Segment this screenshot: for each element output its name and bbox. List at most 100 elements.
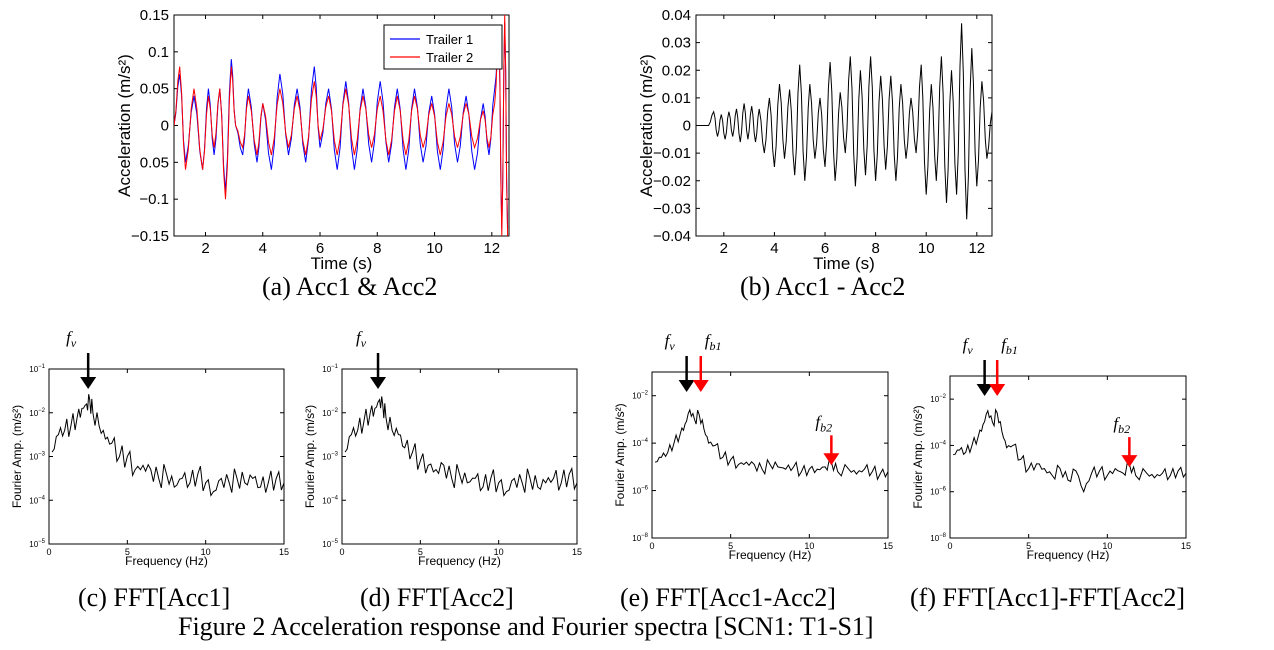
annotation-label: fb1: [1001, 335, 1018, 357]
x-tick-label: 0: [339, 547, 344, 557]
y-tick-base: 10: [632, 439, 641, 448]
y-tick-label: 10−2: [930, 394, 946, 404]
y-tick-label: −0.1: [139, 191, 169, 208]
series-group: [654, 408, 888, 481]
x-axis-label: Time (s): [311, 254, 373, 273]
y-tick-label: 10−3: [322, 452, 338, 462]
series-line: [952, 408, 1186, 494]
annotation-arrow-head: [370, 377, 387, 389]
y-tick-base: 10: [930, 534, 939, 543]
x-tick-label: 10: [201, 547, 211, 557]
y-tick-exponent: −4: [38, 495, 46, 501]
annotation-label: fb1: [705, 331, 722, 353]
y-tick-label: 0: [683, 118, 691, 135]
y-tick-label: −0.03: [653, 200, 691, 217]
y-tick-exponent: −6: [641, 486, 649, 492]
x-axis-label: Frequency (Hz): [125, 554, 208, 568]
y-axis-label: Fourier Amp. (m/s²): [911, 405, 925, 508]
y-tick-exponent: −1: [331, 364, 339, 370]
y-tick-label: 0.03: [662, 35, 691, 52]
y-tick-label: −0.02: [653, 173, 691, 190]
x-tick-label: 2: [201, 240, 209, 257]
annotation-subscript: b1: [1006, 343, 1018, 357]
x-tick-label: 15: [572, 547, 582, 557]
annotation-arrow-head: [989, 384, 1006, 396]
x-tick-label: 10: [918, 240, 935, 257]
x-tick-label: 5: [125, 547, 130, 557]
caption-a: (a) Acc1 & Acc2: [262, 272, 438, 301]
annotation-label: fv: [963, 335, 974, 357]
plot-frame: [341, 368, 578, 545]
series-group: [174, 15, 509, 236]
figure-title: Figure 2 Acceleration response and Fouri…: [178, 612, 874, 641]
annotation-arrow-head: [80, 377, 97, 389]
annotation-label: fb2: [815, 412, 832, 434]
y-tick-label: 0.02: [662, 62, 691, 79]
y-tick-label: 10−4: [29, 495, 45, 505]
y-tick-label: 0.05: [140, 154, 169, 171]
series-line: [696, 23, 992, 220]
y-axis-label: Fourier Amp. (m/s²): [613, 403, 627, 506]
x-tick-label: 15: [1181, 541, 1191, 551]
x-tick-label: 15: [883, 541, 893, 551]
series-group: [51, 394, 284, 497]
y-tick-label: 0.1: [148, 44, 169, 61]
y-tick-label: 0.01: [662, 90, 691, 107]
annotation-subscript: b1: [710, 339, 722, 353]
x-tick-label: 10: [426, 240, 443, 257]
plot-frame: [695, 14, 993, 237]
x-tick-label: 0: [649, 541, 654, 551]
y-tick-exponent: −2: [939, 394, 947, 400]
x-tick-label: 2: [720, 240, 728, 257]
annotation-arrow-head: [1121, 455, 1138, 468]
y-tick-exponent: −6: [939, 487, 947, 493]
y-tick-label: 10−8: [930, 533, 946, 543]
y-tick-base: 10: [29, 409, 38, 418]
x-tick-label: 8: [373, 240, 381, 257]
x-tick-label: 0: [947, 541, 952, 551]
annotation-label: fb2: [1113, 414, 1130, 436]
x-tick-label: 5: [728, 541, 733, 551]
y-tick-label: −0.04: [653, 228, 691, 245]
legend-box: [383, 24, 503, 70]
y-tick-label: 0.05: [140, 81, 169, 98]
caption-e: (e) FFT[Acc1-Acc2]: [620, 583, 836, 612]
y-tick-label: 10−5: [322, 539, 338, 549]
y-tick-base: 10: [930, 488, 939, 497]
series-line: [654, 408, 888, 481]
y-tick-exponent: −2: [331, 408, 339, 414]
x-tick-label: 8: [871, 240, 879, 257]
annotation-base: f: [1001, 335, 1008, 354]
x-tick-label: 15: [279, 547, 289, 557]
x-tick-label: 10: [804, 541, 814, 551]
x-tick-label: 4: [770, 240, 778, 257]
y-tick-exponent: −3: [38, 452, 46, 458]
annotation-arrow-head: [976, 384, 993, 396]
y-tick-exponent: −3: [331, 452, 339, 458]
annotation-arrow-head: [678, 380, 695, 392]
plot-frame: [651, 371, 889, 539]
y-axis-label: Acceleration (m/s²): [115, 54, 134, 197]
legend-label: Trailer 1: [426, 32, 473, 47]
annotation-subscript: v: [361, 336, 367, 350]
y-tick-base: 10: [322, 365, 331, 374]
x-tick-label: 6: [316, 240, 324, 257]
x-axis-label: Frequency (Hz): [418, 554, 501, 568]
y-axis-label: Fourier Amp. (m/s²): [303, 405, 317, 508]
y-tick-label: 0: [161, 118, 169, 135]
y-tick-label: 10−1: [29, 364, 45, 374]
x-tick-label: 12: [483, 240, 500, 257]
caption-c: (c) FFT[Acc1]: [78, 583, 231, 612]
caption-b: (b) Acc1 - Acc2: [740, 272, 906, 301]
x-tick-label: 4: [259, 240, 267, 257]
y-tick-exponent: −2: [38, 408, 46, 414]
series-line: [174, 15, 509, 236]
annotation-arrow-head: [823, 453, 840, 466]
y-tick-label: 0.04: [662, 7, 691, 24]
annotation-subscript: b2: [820, 420, 832, 434]
y-tick-label: 10−3: [29, 452, 45, 462]
